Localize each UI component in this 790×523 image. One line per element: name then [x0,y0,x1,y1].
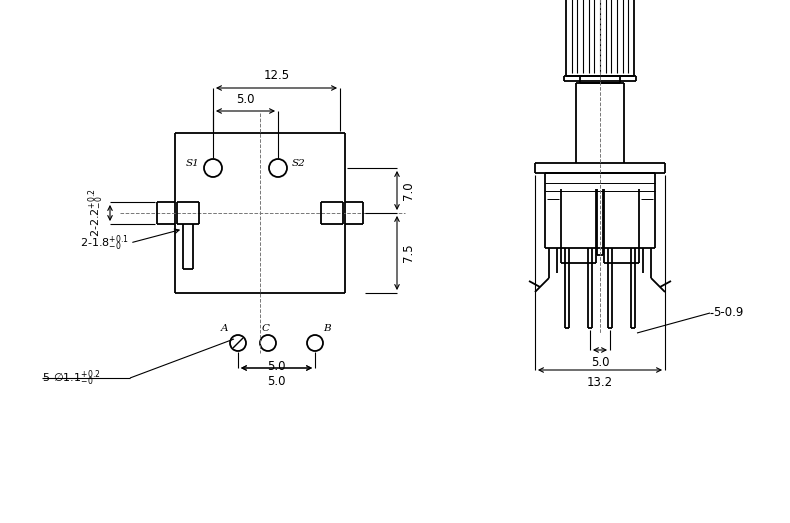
Text: C: C [262,324,270,333]
Text: 12.5: 12.5 [263,69,290,82]
Text: 5.0: 5.0 [267,375,286,388]
Text: S1: S1 [185,160,199,168]
Text: 5.0: 5.0 [267,360,286,373]
Text: $2\text{-}1.8^{+0.1}_{-0}$: $2\text{-}1.8^{+0.1}_{-0}$ [80,233,129,253]
Text: 5-0.9: 5-0.9 [713,306,743,320]
Text: S2: S2 [292,160,306,168]
Text: 5.0: 5.0 [591,356,609,369]
Text: B: B [323,324,331,333]
Text: 7.5: 7.5 [402,244,415,263]
Text: 5.0: 5.0 [236,93,254,106]
Text: 7.0: 7.0 [402,181,415,200]
Text: 13.2: 13.2 [587,376,613,389]
Text: $2\text{-}2.2^{+0.2}_{-0}$: $2\text{-}2.2^{+0.2}_{-0}$ [86,189,106,237]
Text: $5\text{-}\varnothing1.1^{+0.2}_{-0}$: $5\text{-}\varnothing1.1^{+0.2}_{-0}$ [42,368,100,388]
Text: A: A [220,324,228,333]
Text: 5.0: 5.0 [267,374,286,387]
